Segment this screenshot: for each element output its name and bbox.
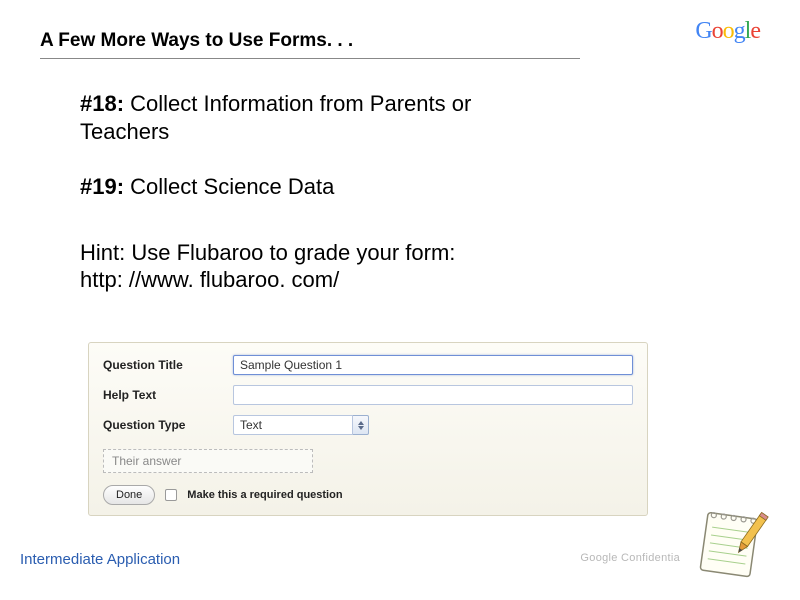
item-text: Collect Information from Parents or Teac… bbox=[80, 91, 471, 144]
required-checkbox[interactable] bbox=[165, 489, 177, 501]
logo-letter: o bbox=[723, 18, 734, 44]
list-item: #18: Collect Information from Parents or… bbox=[80, 90, 500, 145]
footer-confidential: Google Confidentia bbox=[580, 552, 680, 564]
item-text: Collect Science Data bbox=[124, 174, 334, 199]
answer-placeholder-box: Their answer bbox=[103, 449, 313, 473]
help-text-label: Help Text bbox=[103, 388, 233, 402]
question-type-row: Question Type Text bbox=[103, 415, 633, 435]
logo-letter: G bbox=[695, 18, 711, 44]
hint-url: http: //www. flubaroo. com/ bbox=[80, 266, 500, 294]
hint-text: Hint: Use Flubaroo to grade your form: bbox=[80, 239, 500, 267]
question-type-select[interactable]: Text bbox=[233, 415, 369, 435]
help-text-row: Help Text bbox=[103, 385, 633, 405]
logo-letter: g bbox=[734, 18, 745, 44]
item-number: #18: bbox=[80, 91, 124, 116]
slide-header: A Few More Ways to Use Forms. . . bbox=[40, 30, 580, 59]
google-logo: Google bbox=[695, 18, 760, 45]
list-item: #19: Collect Science Data bbox=[80, 173, 500, 201]
chevron-up-icon bbox=[358, 421, 364, 425]
question-type-label: Question Type bbox=[103, 418, 233, 432]
required-checkbox-label: Make this a required question bbox=[187, 489, 342, 501]
chevron-down-icon bbox=[358, 426, 364, 430]
question-title-row: Question Title bbox=[103, 355, 633, 375]
form-footer: Done Make this a required question bbox=[103, 485, 633, 505]
notepad-pencil-icon bbox=[692, 506, 772, 582]
item-number: #19: bbox=[80, 174, 124, 199]
footer-level: Intermediate Application bbox=[20, 551, 180, 568]
question-title-input[interactable] bbox=[233, 355, 633, 375]
help-text-input[interactable] bbox=[233, 385, 633, 405]
done-button[interactable]: Done bbox=[103, 485, 155, 505]
form-editor-panel: Question Title Help Text Question Type T… bbox=[88, 342, 648, 516]
question-title-label: Question Title bbox=[103, 358, 233, 372]
question-type-value: Text bbox=[233, 415, 353, 435]
logo-letter: e bbox=[750, 18, 760, 44]
logo-letter: o bbox=[712, 18, 723, 44]
content-area: #18: Collect Information from Parents or… bbox=[80, 90, 500, 294]
select-arrows-icon[interactable] bbox=[353, 415, 369, 435]
slide-title: A Few More Ways to Use Forms. . . bbox=[40, 30, 580, 52]
